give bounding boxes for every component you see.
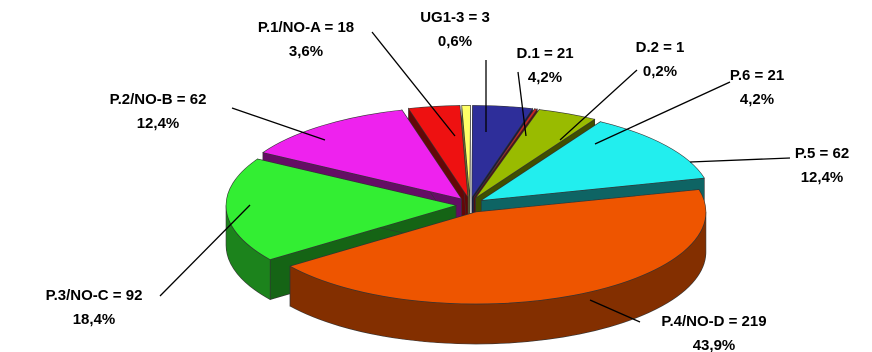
leader-line: [517, 71, 527, 137]
slice-p-6: [475, 109, 596, 199]
slice-percent-label: 3,6%: [289, 43, 323, 60]
leader-line: [231, 107, 326, 141]
leader-line: [159, 204, 251, 297]
leader-line: [559, 69, 638, 141]
slice-p-3-no-c: [225, 158, 458, 260]
slice-label: D.1 = 21: [516, 45, 573, 62]
slice-p-4-no-d: [289, 189, 707, 305]
slice-p-5: [481, 121, 705, 201]
slice-tops: [225, 105, 707, 305]
slice-ug1-3: [461, 105, 471, 198]
slice-label: P.5 = 62: [795, 145, 849, 162]
leader-line: [589, 299, 641, 323]
leader-line: [594, 81, 731, 145]
slice-label: P.4/NO-D = 219: [661, 313, 766, 330]
slice-percent-label: 0,6%: [438, 33, 472, 50]
slice-label: P.3/NO-C = 92: [46, 287, 143, 304]
slice-labels: UG1-3 = 3 0,6% D.1 = 21 4,2% D.2 = 1 0,2% P.6 …: [46, 9, 850, 352]
slice-percent-label: 18,4%: [73, 311, 116, 328]
slice-percent-label: 4,2%: [740, 91, 774, 108]
slice-percent-label: 12,4%: [801, 169, 844, 186]
slice-percent-label: 0,2%: [643, 63, 677, 80]
leader-line: [689, 157, 791, 163]
slice-d-2: [473, 108, 538, 198]
slice-percent-label: 12,4%: [137, 115, 180, 132]
slice-label: P.1/NO-A = 18: [258, 19, 354, 36]
slice-percent-label: 43,9%: [693, 337, 736, 352]
slice-label: D.2 = 1: [636, 39, 685, 56]
slice-label: P.6 = 21: [730, 67, 784, 84]
slice-p-2-no-b: [262, 109, 463, 200]
slice-label: UG1-3 = 3: [420, 9, 490, 26]
slice-d-1: [471, 105, 534, 199]
slice-p-1-no-a: [407, 105, 469, 198]
slice-percent-label: 4,2%: [528, 69, 562, 86]
slice-label: P.2/NO-B = 62: [110, 91, 207, 108]
leader-line: [371, 31, 456, 137]
